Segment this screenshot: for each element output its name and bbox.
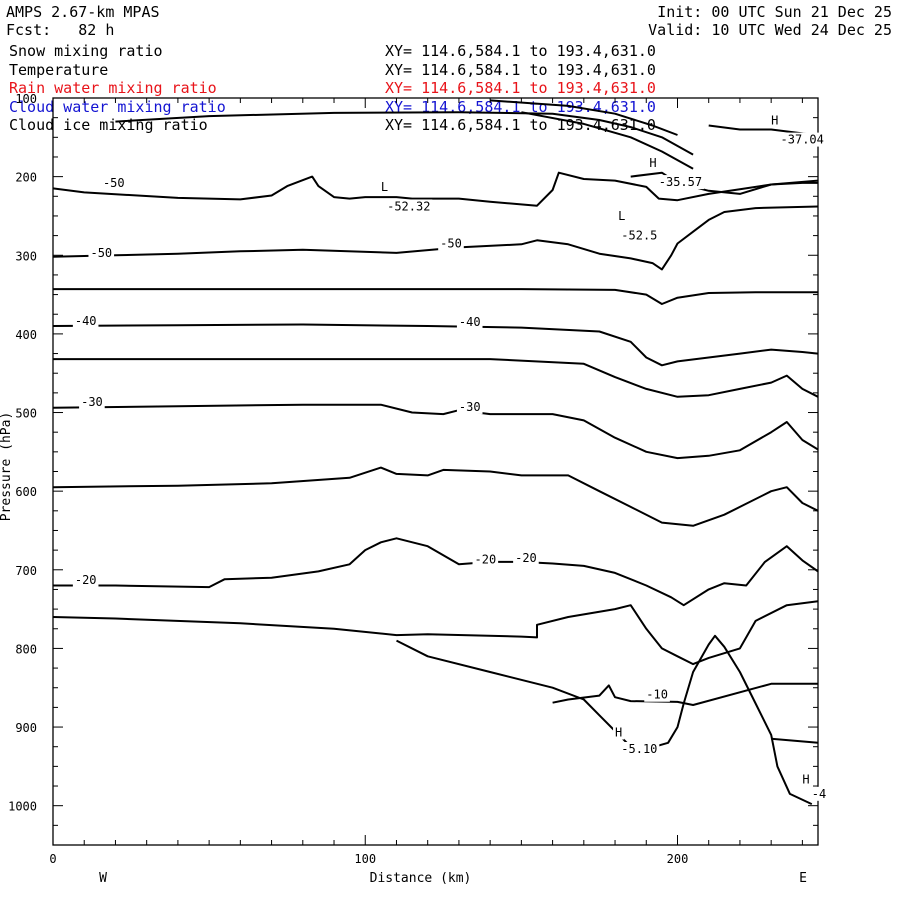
- contour-label: -50: [103, 176, 125, 190]
- contour-line-4: [53, 358, 818, 398]
- plot-frame: [52, 97, 819, 846]
- contour-line-9: [552, 682, 818, 706]
- legend-entry-range: XY= 114.6,584.1 to 193.4,631.0: [385, 79, 656, 97]
- contour-label-bg: [456, 315, 483, 330]
- legend-entry-range: XY= 114.6,584.1 to 193.4,631.0: [385, 60, 656, 79]
- init-time: Init: 00 UTC Sun 21 Dec 25: [657, 3, 892, 21]
- y-axis-label: Pressure (hPa): [0, 412, 14, 522]
- contour-label-bg: [438, 236, 464, 251]
- y-tick-label: 700: [15, 564, 37, 578]
- contour-label: H: [615, 725, 622, 739]
- east-label: E: [799, 871, 807, 886]
- model-title: AMPS 2.67-km MPAS: [6, 3, 160, 21]
- contour-line-2: [53, 288, 818, 305]
- legend-entry-range: XY= 114.6,584.1 to 193.4,631.0: [385, 42, 656, 60]
- y-tick-label: 300: [15, 249, 37, 263]
- contour-label-bg: [616, 208, 628, 223]
- contour-label: -4: [812, 787, 826, 801]
- y-tick-label: 600: [15, 485, 37, 499]
- contour-label-bg: [88, 245, 115, 260]
- y-tick-label: 200: [15, 171, 37, 185]
- contour-label: L: [381, 180, 388, 194]
- x-tick-label: 200: [667, 852, 689, 866]
- contour-line-0: [53, 171, 818, 207]
- contour-label-bg: [456, 399, 483, 414]
- contour-label-bg: [619, 228, 660, 243]
- contour-label: -35.57: [659, 175, 702, 189]
- contour-line-16: [771, 737, 818, 744]
- y-tick-label: 400: [15, 328, 37, 342]
- contour-line-5: [53, 403, 818, 460]
- y-tick-label: 100: [15, 92, 37, 106]
- x-axis-label: Distance (km): [370, 871, 472, 886]
- legend-entry-name: Snow mixing ratio: [9, 42, 163, 60]
- contour-label-bg: [656, 175, 704, 190]
- contour-line-3: [53, 323, 818, 367]
- contour-label-bg: [809, 786, 829, 801]
- contour-line-11: [115, 111, 694, 156]
- legend-entry-name: Cloud water mixing ratio: [9, 97, 226, 116]
- contour-label: H: [771, 114, 778, 128]
- legend-entry-range: XY= 114.6,584.1 to 193.4,631.0: [385, 97, 656, 116]
- y-tick-label: 500: [15, 407, 37, 421]
- contour-line-14: [630, 171, 818, 195]
- contour-label-bg: [644, 687, 670, 702]
- contour-label: -20: [75, 573, 97, 587]
- x-tick-label: 0: [49, 852, 56, 866]
- contour-label-bg: [72, 314, 99, 329]
- contour-label-bg: [778, 132, 826, 147]
- contour-label: -52.5: [621, 229, 657, 243]
- forecast-hour: Fcst: 82 h: [6, 21, 115, 39]
- contour-label-bg: [513, 550, 539, 565]
- contour-label: -30: [459, 400, 481, 414]
- west-label: W: [99, 871, 107, 886]
- contour-line-7: [53, 537, 818, 607]
- contour-label-bg: [472, 552, 499, 567]
- contour-label: -37.04: [781, 133, 824, 147]
- contour-label-bg: [647, 156, 659, 171]
- contour-line-12: [490, 99, 678, 136]
- x-tick-label: 100: [354, 852, 376, 866]
- y-tick-label: 1000: [8, 800, 37, 814]
- contour-label: -50: [440, 236, 462, 250]
- contour-label: -20: [475, 552, 497, 566]
- legend-entry-range: XY= 114.6,584.1 to 193.4,631.0: [385, 116, 656, 134]
- contour-line-10: [396, 634, 813, 806]
- contour-label: H: [802, 773, 809, 787]
- contour-line-1: [53, 205, 818, 271]
- contour-label: -50: [90, 246, 112, 260]
- valid-time: Valid: 10 UTC Wed 24 Dec 25: [648, 21, 892, 39]
- contour-line-8: [53, 600, 818, 666]
- contour-label-bg: [72, 572, 99, 587]
- legend-entry-name: Rain water mixing ratio: [9, 79, 217, 97]
- contour-label: H: [649, 156, 656, 170]
- y-tick-label: 800: [15, 642, 37, 656]
- contour-label-bg: [79, 395, 105, 410]
- contour-label-bg: [378, 179, 391, 194]
- contour-line-6: [53, 466, 818, 527]
- legend-entry-name: Temperature: [9, 60, 109, 79]
- contour-label-bg: [800, 772, 812, 787]
- contour-label-bg: [619, 742, 660, 757]
- contour-line-13: [521, 111, 694, 170]
- contour-label: -5.10: [621, 742, 657, 756]
- y-tick-label: 900: [15, 721, 37, 735]
- contour-label: -30: [81, 395, 103, 409]
- contour-label-bg: [613, 725, 625, 740]
- contour-label: -20: [515, 551, 537, 565]
- contour-label: -10: [646, 688, 668, 702]
- contour-label-bg: [769, 113, 781, 128]
- contour-label-bg: [385, 199, 433, 214]
- contour-label: L: [618, 209, 625, 223]
- contour-label: -52.32: [387, 199, 430, 213]
- contour-label: -40: [75, 314, 97, 328]
- contour-label-bg: [100, 175, 127, 190]
- contour-label: -40: [459, 315, 481, 329]
